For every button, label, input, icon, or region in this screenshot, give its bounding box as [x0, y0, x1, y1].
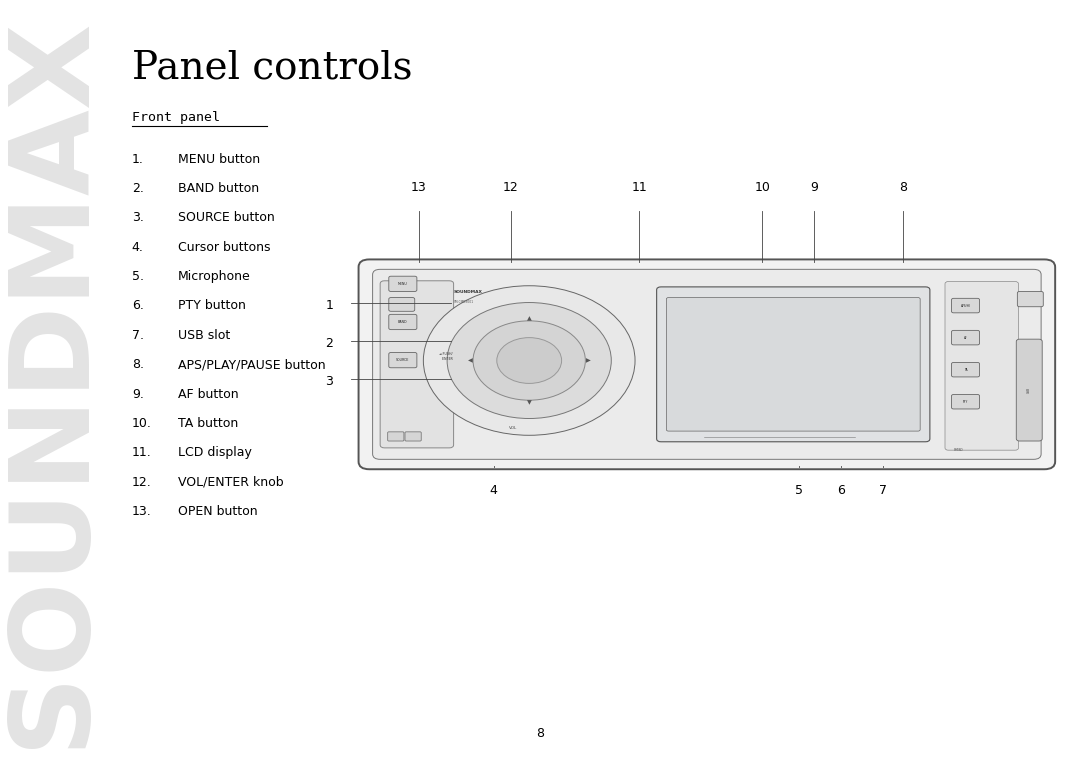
Text: USB slot: USB slot [178, 329, 230, 342]
Text: ▶: ▶ [586, 358, 591, 363]
FancyBboxPatch shape [389, 353, 417, 368]
Text: SOURCE: SOURCE [396, 358, 409, 362]
Text: ▲: ▲ [527, 317, 531, 321]
Text: 6.: 6. [132, 299, 144, 313]
Text: 12.: 12. [132, 476, 151, 489]
Text: 2: 2 [325, 337, 334, 350]
FancyBboxPatch shape [389, 276, 417, 291]
Text: ◀: ◀ [468, 358, 472, 363]
FancyBboxPatch shape [1016, 339, 1042, 441]
Text: 9.: 9. [132, 388, 144, 401]
FancyBboxPatch shape [389, 314, 417, 330]
Text: Cursor buttons: Cursor buttons [178, 240, 271, 254]
Text: 3: 3 [325, 375, 334, 388]
Text: SIM/SD: SIM/SD [955, 449, 963, 452]
Text: 11.: 11. [132, 446, 151, 459]
Text: AF button: AF button [178, 388, 239, 401]
Circle shape [447, 303, 611, 418]
Text: 8.: 8. [132, 359, 144, 372]
FancyBboxPatch shape [388, 432, 404, 441]
Text: OPEN button: OPEN button [178, 505, 258, 518]
Text: 10: 10 [755, 181, 770, 194]
Text: SOUNDMAX: SOUNDMAX [0, 15, 106, 748]
Text: PTY: PTY [963, 400, 968, 404]
Text: 1.: 1. [132, 153, 144, 166]
Text: Front panel: Front panel [132, 111, 219, 124]
FancyBboxPatch shape [666, 298, 920, 431]
Text: SM-CMD3001: SM-CMD3001 [454, 300, 474, 304]
FancyBboxPatch shape [951, 394, 980, 409]
FancyBboxPatch shape [657, 287, 930, 442]
Text: 5: 5 [795, 484, 804, 497]
Text: 8: 8 [899, 181, 907, 194]
Text: VOL: VOL [509, 426, 517, 430]
Text: 8: 8 [536, 727, 544, 740]
Text: 6: 6 [837, 484, 846, 497]
Text: MENU button: MENU button [178, 153, 260, 166]
Text: 12: 12 [503, 181, 518, 194]
Text: 13.: 13. [132, 505, 151, 518]
FancyBboxPatch shape [951, 330, 980, 345]
Text: 4.: 4. [132, 240, 144, 254]
Circle shape [473, 320, 585, 400]
Text: APS/HI: APS/HI [960, 304, 971, 307]
Text: 7: 7 [879, 484, 888, 497]
Text: SOUNDMAX: SOUNDMAX [454, 290, 483, 294]
Text: 1: 1 [325, 299, 334, 312]
Text: VOL/ENTER knob: VOL/ENTER knob [178, 476, 284, 489]
FancyBboxPatch shape [1017, 291, 1043, 307]
Text: 7.: 7. [132, 329, 144, 342]
FancyBboxPatch shape [951, 298, 980, 313]
FancyBboxPatch shape [380, 281, 454, 448]
Text: SOURCE button: SOURCE button [178, 211, 275, 224]
Text: 10.: 10. [132, 417, 151, 430]
Text: ▼: ▼ [527, 400, 531, 404]
FancyBboxPatch shape [389, 298, 415, 311]
Text: 5.: 5. [132, 270, 144, 283]
Text: Panel controls: Panel controls [132, 50, 413, 86]
FancyBboxPatch shape [359, 259, 1055, 469]
Text: 2.: 2. [132, 182, 144, 195]
FancyBboxPatch shape [945, 282, 1018, 450]
Text: AF: AF [963, 336, 968, 340]
Text: ◄ PUSH/
  ENTER: ◄ PUSH/ ENTER [440, 353, 453, 361]
FancyBboxPatch shape [951, 362, 980, 377]
Circle shape [423, 286, 635, 435]
Text: 3.: 3. [132, 211, 144, 224]
Text: TA: TA [963, 368, 968, 372]
Text: 4: 4 [489, 484, 498, 497]
Text: 13: 13 [411, 181, 427, 194]
Text: TA button: TA button [178, 417, 239, 430]
Text: 11: 11 [632, 181, 647, 194]
Circle shape [497, 338, 562, 384]
Text: LCD display: LCD display [178, 446, 252, 459]
Text: Microphone: Microphone [178, 270, 251, 283]
FancyBboxPatch shape [373, 269, 1041, 459]
Text: PTY button: PTY button [178, 299, 246, 313]
Text: USB: USB [1027, 387, 1031, 393]
Text: APS/PLAY/PAUSE button: APS/PLAY/PAUSE button [178, 359, 326, 372]
FancyBboxPatch shape [405, 432, 421, 441]
Text: MENU: MENU [397, 282, 408, 286]
Text: BAND button: BAND button [178, 182, 259, 195]
Text: 9: 9 [810, 181, 819, 194]
Text: BAND: BAND [399, 320, 407, 324]
